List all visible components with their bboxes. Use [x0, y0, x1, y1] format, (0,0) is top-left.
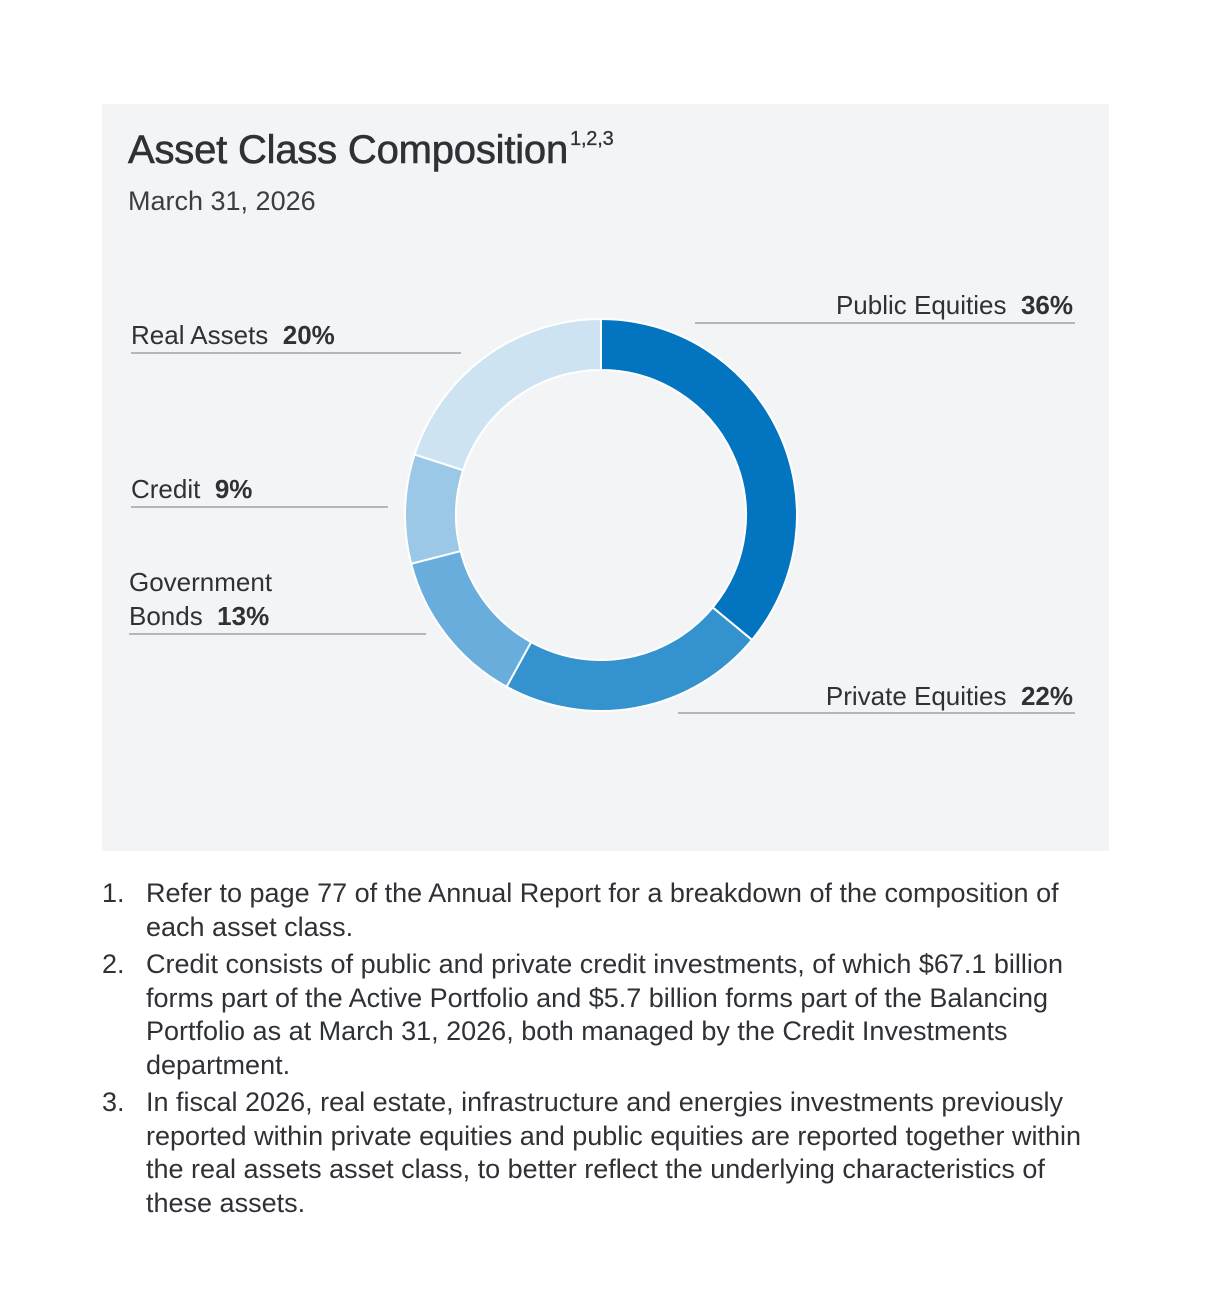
footnote-number: 2. — [102, 949, 125, 979]
slice-percent: 13% — [217, 601, 269, 631]
slice-label-real-assets: Real Assets 20% — [131, 320, 335, 350]
footnote-2: 2. Credit consists of public and private … — [102, 948, 1112, 1082]
slice-label-private-equities: Private Equities 22% — [826, 681, 1073, 711]
slice-percent: 20% — [283, 320, 335, 350]
slice-label-credit: Credit 9% — [131, 474, 252, 504]
footnote-text: In fiscal 2026, real estate, infrastruct… — [146, 1087, 1082, 1218]
footnotes: 1. Refer to page 77 of the Annual Report … — [102, 877, 1112, 1224]
slice-name: Real Assets — [131, 320, 283, 350]
donut-slice-credit — [404, 453, 465, 565]
slice-name: Bonds — [129, 601, 217, 631]
chart-panel — [102, 104, 1109, 851]
slice-percent: 22% — [1021, 681, 1073, 711]
chart-subtitle: March 31, 2026 — [128, 186, 316, 216]
donut-slice-private-equities — [505, 606, 754, 712]
slice-label-public-equities: Public Equities 36% — [836, 290, 1073, 320]
donut-slice-real-assets — [413, 317, 602, 472]
footnote-text: Credit consists of public and private cr… — [146, 949, 1063, 1080]
donut-slice-government-bonds — [409, 549, 533, 689]
footnote-number: 3. — [102, 1087, 125, 1117]
footnote-number: 1. — [102, 878, 125, 908]
slice-name: Credit — [131, 474, 215, 504]
slice-label-government-bonds: Government Bonds 13% — [129, 567, 273, 631]
title-footnote-refs: 1,2,3 — [570, 128, 614, 150]
slice-percent: 9% — [215, 474, 253, 504]
donut-slice-public-equities — [600, 317, 798, 642]
footnote-3: 3. In fiscal 2026, real estate, infrastru… — [102, 1086, 1112, 1220]
footnote-1: 1. Refer to page 77 of the Annual Report … — [102, 877, 1112, 944]
chart-title-text: Asset Class Composition — [128, 128, 569, 173]
slice-name: Government — [129, 567, 273, 597]
slice-percent: 36% — [1021, 290, 1073, 320]
slice-name: Public Equities — [836, 290, 1021, 320]
slice-name: Private Equities — [826, 681, 1021, 711]
footnote-text: Refer to page 77 of the Annual Report fo… — [146, 878, 1059, 942]
chart-title: Asset Class Composition 1,2,3 — [128, 128, 614, 173]
